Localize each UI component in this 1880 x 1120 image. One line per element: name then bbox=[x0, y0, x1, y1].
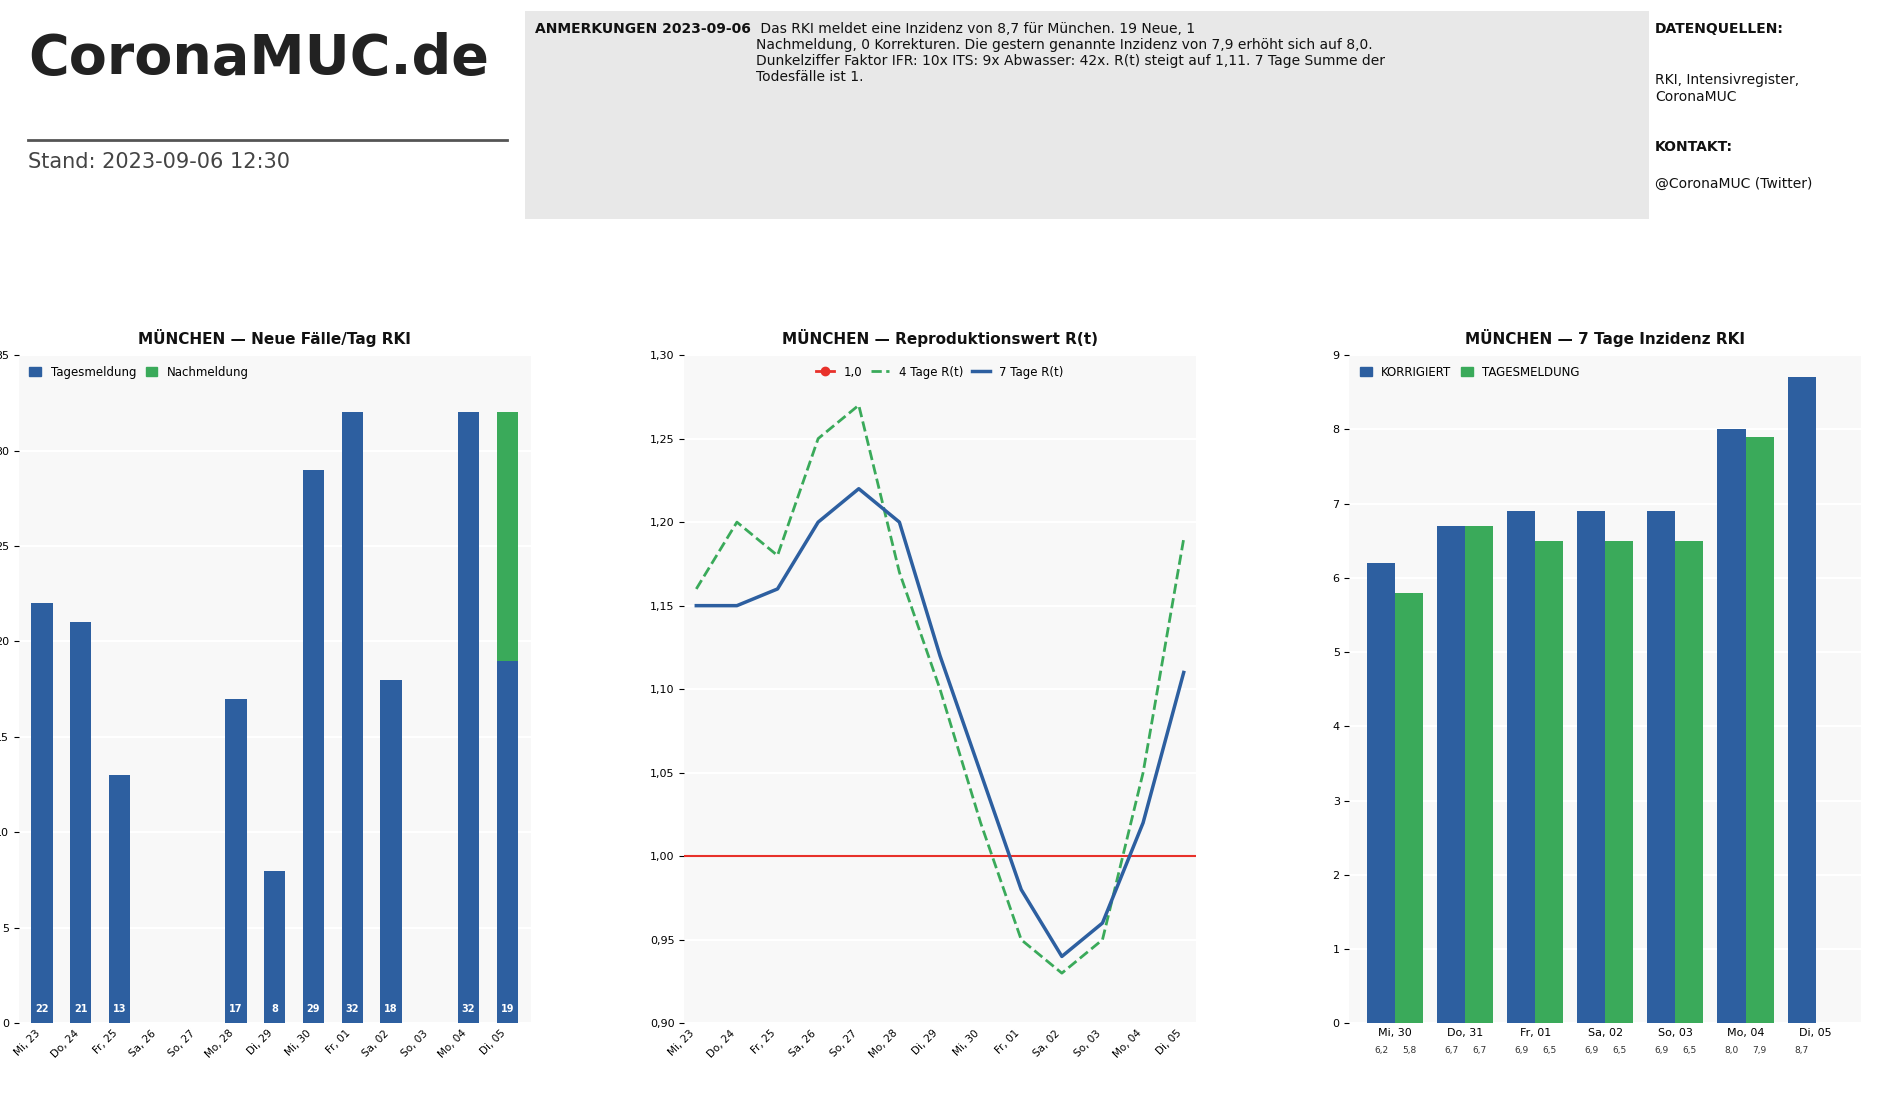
FancyBboxPatch shape bbox=[526, 11, 1649, 218]
Text: 18: 18 bbox=[384, 1004, 399, 1014]
Text: 13: 13 bbox=[113, 1004, 126, 1014]
Bar bbox=[1606, 541, 1634, 1024]
Bar bbox=[1367, 563, 1395, 1024]
Bar bbox=[1788, 377, 1816, 1024]
Text: REPRODUKTIONSWERT: REPRODUKTIONSWERT bbox=[1331, 237, 1474, 248]
Bar bbox=[70, 623, 92, 1024]
Text: IFR/ITS/Abwasser basiert: IFR/ITS/Abwasser basiert bbox=[1030, 309, 1158, 319]
Bar bbox=[1745, 437, 1773, 1024]
Text: RKI, Intensivregister,
CoronaMUC: RKI, Intensivregister, CoronaMUC bbox=[1654, 74, 1799, 104]
Text: +/-0: +/-0 bbox=[814, 261, 891, 295]
Text: KONTAKT:: KONTAKT: bbox=[1654, 140, 1733, 153]
Legend: 1,0, 4 Tage R(t), 7 Tage R(t): 1,0, 4 Tage R(t), 7 Tage R(t) bbox=[812, 361, 1068, 383]
Bar bbox=[496, 412, 519, 661]
Bar bbox=[496, 661, 519, 1024]
Text: 10/9/42: 10/9/42 bbox=[1025, 261, 1164, 295]
Text: 7,9: 7,9 bbox=[1752, 1046, 1767, 1055]
Text: Di–Sa.*: Di–Sa.* bbox=[152, 330, 190, 340]
Text: ANMERKUNGEN 2023-09-06: ANMERKUNGEN 2023-09-06 bbox=[534, 21, 750, 36]
Text: +20: +20 bbox=[128, 259, 214, 297]
Bar bbox=[1436, 525, 1465, 1024]
Title: MÜNCHEN — 7 Tage Inzidenz RKI: MÜNCHEN — 7 Tage Inzidenz RKI bbox=[1465, 329, 1745, 347]
Bar bbox=[459, 412, 479, 1024]
Bar bbox=[109, 775, 130, 1024]
Text: 32: 32 bbox=[462, 1004, 476, 1014]
Bar bbox=[32, 604, 53, 1024]
Bar bbox=[1577, 511, 1606, 1024]
Title: MÜNCHEN — Neue Fälle/Tag RKI: MÜNCHEN — Neue Fälle/Tag RKI bbox=[139, 329, 412, 347]
Text: 6,9: 6,9 bbox=[1585, 1046, 1598, 1055]
Text: Stand: 2023-09-06 12:30: Stand: 2023-09-06 12:30 bbox=[28, 152, 290, 172]
Text: 32: 32 bbox=[346, 1004, 359, 1014]
Text: 29: 29 bbox=[306, 1004, 320, 1014]
Text: Täglich: Täglich bbox=[767, 330, 805, 340]
Text: 6,7: 6,7 bbox=[1444, 1046, 1459, 1055]
Text: Täglich: Täglich bbox=[1075, 330, 1113, 340]
Text: 6,5: 6,5 bbox=[1683, 1046, 1696, 1055]
Bar bbox=[380, 680, 402, 1024]
Text: 6,5: 6,5 bbox=[1613, 1046, 1626, 1055]
Text: INZIDENZ RKI: INZIDENZ RKI bbox=[1668, 237, 1752, 248]
Text: CoronaMUC.de: CoronaMUC.de bbox=[28, 32, 489, 86]
Text: Täglich: Täglich bbox=[1384, 330, 1419, 340]
Text: 6,2: 6,2 bbox=[1374, 1046, 1387, 1055]
Text: 8,7: 8,7 bbox=[1795, 1046, 1809, 1055]
Text: BESTÄTIGTE FÄLLE: BESTÄTIGTE FÄLLE bbox=[113, 237, 227, 248]
Text: DUNKELZIFFER FAKTOR: DUNKELZIFFER FAKTOR bbox=[1021, 237, 1167, 248]
Text: 19: 19 bbox=[500, 1004, 513, 1014]
Text: MÜNCHEN   VERÄNDERUNG: MÜNCHEN VERÄNDERUNG bbox=[714, 309, 857, 319]
Bar bbox=[1647, 511, 1675, 1024]
Bar bbox=[226, 699, 246, 1024]
Text: Das RKI meldet eine Inzidenz von 8,7 für München. 19 Neue, 1
Nachmeldung, 0 Korr: Das RKI meldet eine Inzidenz von 8,7 für… bbox=[756, 21, 1386, 84]
Title: MÜNCHEN — Reproduktionswert R(t): MÜNCHEN — Reproduktionswert R(t) bbox=[782, 329, 1098, 347]
Text: * RKI Zahlen zu Inzidenz, Fallzahlen, Nachmeldungen und Todesfällen: Dienstag bi: * RKI Zahlen zu Inzidenz, Fallzahlen, Na… bbox=[415, 1064, 1465, 1079]
Text: Gesamt: 2.654: Gesamt: 2.654 bbox=[440, 309, 517, 319]
Text: 5,8: 5,8 bbox=[1402, 1046, 1416, 1055]
Text: 8: 8 bbox=[271, 1004, 278, 1014]
Text: +0: +0 bbox=[449, 259, 508, 297]
Text: 6,5: 6,5 bbox=[1542, 1046, 1557, 1055]
Text: 21: 21 bbox=[73, 1004, 88, 1014]
Text: 6,7: 6,7 bbox=[1472, 1046, 1487, 1055]
Text: Gesamt: 722.267: Gesamt: 722.267 bbox=[126, 309, 216, 319]
Bar bbox=[263, 870, 286, 1024]
Text: 4: 4 bbox=[707, 261, 731, 295]
Text: DATENQUELLEN:: DATENQUELLEN: bbox=[1654, 21, 1784, 36]
Bar bbox=[303, 469, 323, 1024]
Bar bbox=[1395, 592, 1423, 1024]
Legend: Tagesmeldung, Nachmeldung: Tagesmeldung, Nachmeldung bbox=[24, 361, 254, 383]
Bar bbox=[1508, 511, 1536, 1024]
Text: 6,9: 6,9 bbox=[1654, 1046, 1669, 1055]
Legend: KORRIGIERT, TAGESMELDUNG: KORRIGIERT, TAGESMELDUNG bbox=[1355, 361, 1585, 383]
Bar bbox=[1465, 525, 1493, 1024]
Text: 1,11 ▲: 1,11 ▲ bbox=[1337, 261, 1466, 295]
Text: INTENSIVBETTENBELEGUNG: INTENSIVBETTENBELEGUNG bbox=[699, 237, 872, 248]
Text: Quelle: CoronaMUC: Quelle: CoronaMUC bbox=[1352, 309, 1453, 319]
Text: 6,9: 6,9 bbox=[1513, 1046, 1528, 1055]
Bar bbox=[1536, 541, 1564, 1024]
Text: Di–Sa.*: Di–Sa.* bbox=[1690, 330, 1728, 340]
Text: 22: 22 bbox=[36, 1004, 49, 1014]
Text: 8,7: 8,7 bbox=[1675, 259, 1745, 297]
Text: Di–Sa.*: Di–Sa.* bbox=[459, 330, 496, 340]
Text: 17: 17 bbox=[229, 1004, 243, 1014]
Text: TODESFÄLLE: TODESFÄLLE bbox=[440, 237, 517, 248]
Text: 8,0: 8,0 bbox=[1724, 1046, 1739, 1055]
Bar bbox=[342, 412, 363, 1024]
Text: @CoronaMUC (Twitter): @CoronaMUC (Twitter) bbox=[1654, 177, 1812, 192]
Bar bbox=[1675, 541, 1703, 1024]
Bar bbox=[1718, 429, 1745, 1024]
